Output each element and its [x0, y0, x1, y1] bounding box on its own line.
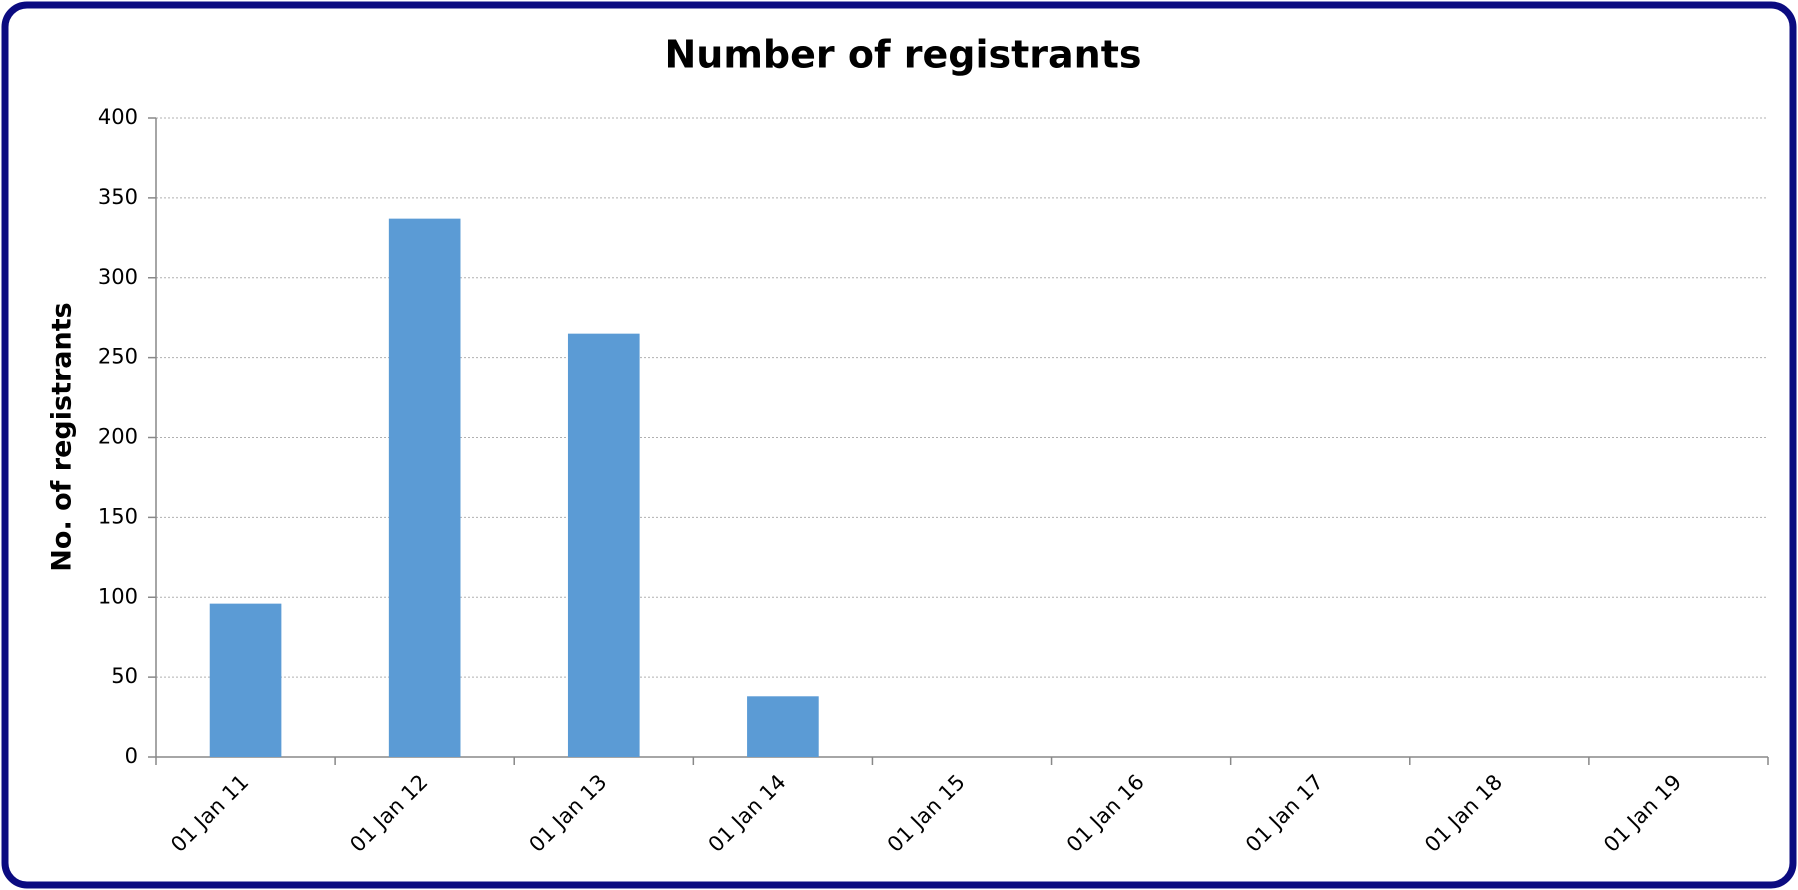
y-tick-label: 400: [98, 105, 138, 129]
y-tick-label: 150: [98, 504, 138, 528]
chart-title: Number of registrants: [664, 33, 1141, 77]
y-tick-label: 250: [98, 345, 138, 369]
y-tick-label: 50: [111, 664, 138, 688]
bar: [209, 603, 282, 757]
y-axis-label: No. of registrants: [47, 302, 78, 571]
y-tick-label: 300: [98, 265, 138, 289]
y-tick-label: 0: [125, 744, 138, 768]
bar: [388, 218, 461, 757]
bar: [567, 333, 640, 757]
y-tick-label: 200: [98, 425, 138, 449]
y-tick-label: 100: [98, 584, 138, 608]
bar: [747, 696, 819, 757]
y-tick-label: 350: [98, 185, 138, 209]
